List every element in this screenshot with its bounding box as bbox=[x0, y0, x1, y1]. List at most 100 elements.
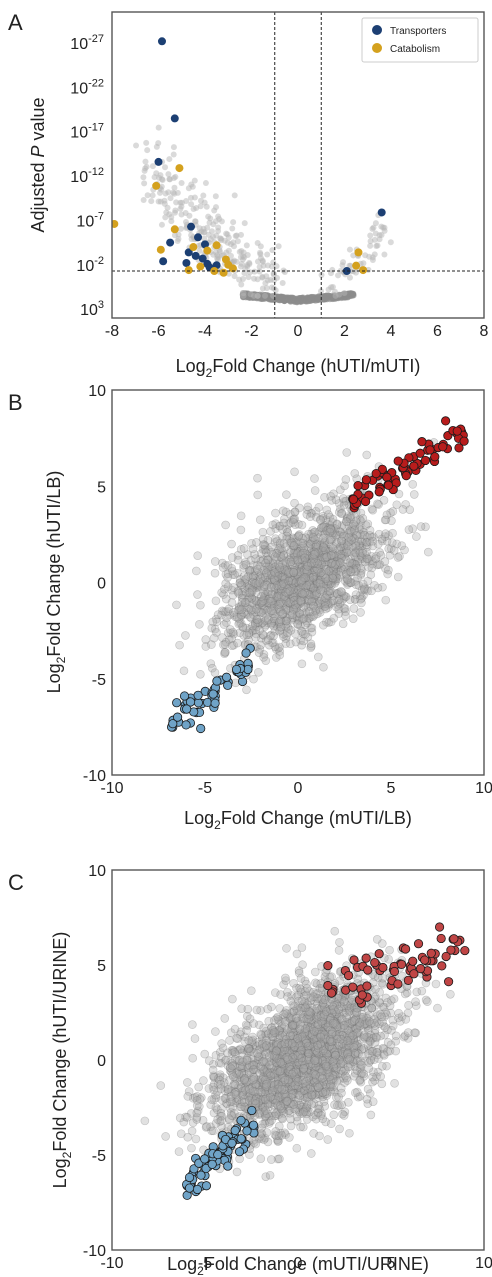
gene-point bbox=[330, 578, 340, 588]
highlight-point bbox=[231, 664, 242, 675]
gene-point bbox=[268, 638, 278, 647]
gene-point bbox=[320, 521, 330, 530]
gene-point bbox=[423, 997, 432, 1006]
gene-point bbox=[349, 604, 359, 613]
gene-point bbox=[298, 627, 307, 636]
gene-point bbox=[220, 584, 229, 594]
gene-point bbox=[312, 548, 321, 558]
gene-point bbox=[299, 546, 309, 555]
gene-point bbox=[288, 570, 298, 579]
gene-point bbox=[266, 596, 276, 606]
transporters-point bbox=[182, 259, 191, 268]
gene-point bbox=[298, 538, 308, 548]
sig-point bbox=[257, 255, 264, 262]
gene-point bbox=[313, 550, 322, 559]
gene-point bbox=[280, 574, 290, 584]
gene-point bbox=[260, 622, 270, 631]
highlight-point bbox=[452, 426, 462, 436]
gene-point bbox=[316, 552, 326, 561]
catabolism-point bbox=[203, 246, 212, 255]
gene-point bbox=[339, 546, 349, 555]
catabolism-point bbox=[196, 262, 205, 271]
highlight-point bbox=[182, 704, 192, 714]
gene-point bbox=[304, 607, 314, 616]
sig-point bbox=[197, 197, 204, 204]
gene-point bbox=[258, 544, 268, 554]
gene-point bbox=[334, 499, 344, 508]
gene-point bbox=[299, 574, 309, 583]
gene-point bbox=[309, 528, 319, 537]
transporters-point bbox=[342, 266, 351, 275]
highlight-point bbox=[382, 472, 392, 482]
gene-point bbox=[263, 551, 272, 561]
gene-point bbox=[259, 653, 268, 662]
gene-point bbox=[309, 552, 318, 562]
gene-point bbox=[276, 625, 285, 635]
gene-point bbox=[319, 544, 329, 554]
ns-point bbox=[301, 296, 308, 303]
gene-point bbox=[335, 527, 345, 537]
gene-point bbox=[341, 570, 351, 580]
sig-point bbox=[211, 207, 218, 214]
gene-point bbox=[175, 640, 184, 650]
gene-point bbox=[409, 490, 419, 499]
gene-point bbox=[324, 546, 334, 556]
gene-point bbox=[303, 602, 313, 611]
gene-point bbox=[272, 1046, 282, 1056]
gene-point bbox=[323, 603, 333, 613]
gene-point bbox=[290, 467, 299, 477]
gene-point bbox=[281, 556, 291, 566]
gene-point bbox=[276, 553, 286, 562]
transporters-point bbox=[194, 233, 203, 242]
gene-point bbox=[339, 542, 348, 551]
gene-point bbox=[276, 551, 286, 561]
gene-point bbox=[297, 592, 306, 602]
gene-point bbox=[273, 618, 282, 627]
gene-point bbox=[267, 1155, 276, 1164]
gene-point bbox=[298, 580, 307, 590]
gene-point bbox=[334, 588, 344, 597]
sig-point bbox=[177, 205, 184, 212]
gene-point bbox=[312, 578, 322, 587]
sig-point bbox=[372, 220, 379, 227]
gene-point bbox=[248, 626, 258, 635]
y-tick-label: 10-22 bbox=[70, 77, 104, 97]
gene-point bbox=[251, 607, 260, 617]
gene-point bbox=[309, 533, 318, 542]
gene-point bbox=[263, 556, 273, 565]
sig-point bbox=[335, 272, 342, 279]
gene-point bbox=[337, 536, 346, 546]
gene-point bbox=[294, 612, 304, 622]
gene-point bbox=[266, 603, 275, 613]
highlight-point bbox=[201, 1181, 212, 1191]
gene-point bbox=[314, 575, 323, 585]
gene-point bbox=[289, 534, 298, 544]
gene-point bbox=[323, 1135, 333, 1144]
gene-point bbox=[327, 571, 337, 581]
gene-point bbox=[296, 974, 306, 983]
gene-point bbox=[296, 537, 306, 547]
gene-point bbox=[306, 555, 315, 565]
gene-point bbox=[261, 656, 271, 665]
gene-point bbox=[331, 574, 341, 583]
gene-point bbox=[273, 567, 283, 576]
gene-point bbox=[264, 587, 273, 596]
gene-point bbox=[236, 580, 246, 589]
gene-point bbox=[298, 960, 307, 969]
sig-point bbox=[224, 231, 231, 238]
gene-point bbox=[305, 539, 314, 548]
gene-point bbox=[277, 585, 286, 594]
gene-point bbox=[285, 538, 295, 548]
gene-point bbox=[242, 1055, 252, 1065]
gene-point bbox=[299, 582, 308, 591]
gene-point bbox=[243, 594, 253, 604]
gene-point bbox=[314, 502, 324, 512]
gene-point bbox=[313, 554, 322, 563]
gene-point bbox=[248, 605, 258, 615]
gene-point bbox=[176, 1129, 186, 1139]
gene-point bbox=[289, 978, 298, 988]
gene-point bbox=[326, 564, 336, 574]
gene-point bbox=[304, 1049, 314, 1058]
gene-point bbox=[274, 573, 284, 583]
